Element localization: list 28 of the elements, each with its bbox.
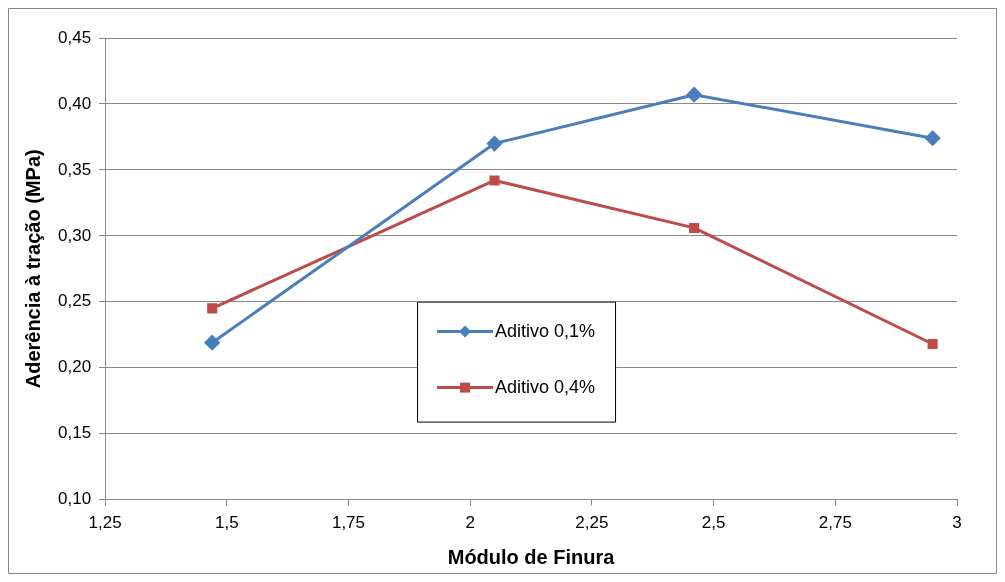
y-tick-label: 0,40 — [57, 93, 92, 113]
x-axis-title: Módulo de Finura — [447, 545, 616, 568]
x-tick-label: 2,5 — [701, 513, 726, 533]
point — [207, 303, 218, 314]
x-tick-label: 2,75 — [818, 513, 852, 533]
x-tick-label: 1,5 — [214, 513, 239, 533]
x-tick-label: 1,25 — [88, 513, 122, 533]
y-tick-label: 0,10 — [57, 489, 92, 509]
y-tick-label: 0,20 — [57, 357, 92, 377]
point — [686, 87, 702, 103]
point — [489, 175, 500, 186]
point — [487, 136, 503, 152]
point — [927, 338, 938, 350]
point — [925, 130, 941, 146]
legend-label: Aditivo 0,4% — [495, 376, 596, 397]
x-tick-label: 2 — [465, 513, 475, 533]
x-tick-label: 2,25 — [575, 513, 609, 533]
y-tick-label: 0,30 — [57, 225, 92, 245]
point — [204, 335, 220, 351]
y-tick-label: 0,15 — [57, 423, 92, 443]
y-tick-label: 0,25 — [57, 291, 92, 311]
legend-label: Aditivo 0,1% — [495, 320, 596, 341]
y-tick-label: 0,45 — [57, 27, 92, 47]
point — [689, 222, 700, 233]
x-tick-label: 1,75 — [331, 513, 366, 533]
y-tick-label: 0,35 — [57, 159, 92, 179]
y-axis-title: Aderência à tração (MPa) — [21, 149, 44, 389]
x-tick-label: 3 — [952, 513, 962, 533]
